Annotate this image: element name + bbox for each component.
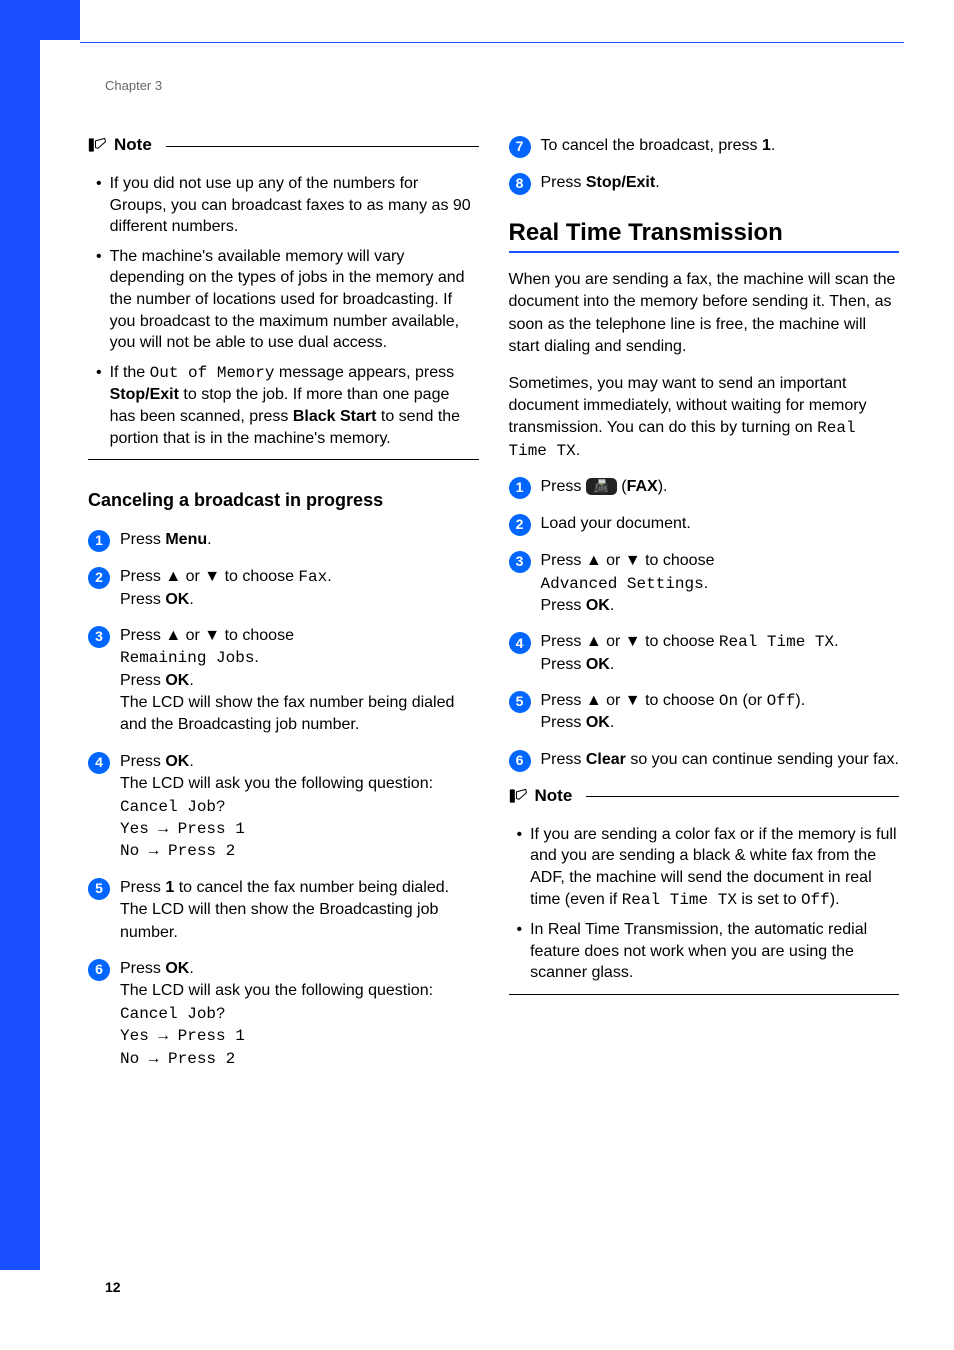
note-title: Note [535,786,573,806]
paragraph: When you are sending a fax, the machine … [509,269,900,359]
section-heading: Real Time Transmission [509,219,900,247]
step-body: Press ▲ or ▼ to choose On (or Off). Pres… [541,690,900,735]
right-column: 7 To cancel the broadcast, press 1. 8 Pr… [509,135,900,1084]
note-item: If you did not use up any of the numbers… [92,173,479,238]
left-column: Note If you did not use up any of the nu… [88,135,479,1084]
step: 6 Press OK. The LCD will ask you the fol… [88,958,479,1070]
note-title: Note [114,135,152,155]
paragraph: Sometimes, you may want to send an impor… [509,373,900,463]
note-text: If you are sending a color fax or if the… [530,824,899,911]
step-body: Press 📠 (FAX). [541,476,900,499]
step: 8 Press Stop/Exit. [509,172,900,195]
fax-icon: 📠 [586,478,617,495]
step-body: Press OK. The LCD will ask you the follo… [120,958,479,1070]
step: 2 Load your document. [509,513,900,536]
step-body: Press OK. The LCD will ask you the follo… [120,751,479,863]
chapter-label: Chapter 3 [105,78,162,93]
note-header: Note [88,135,479,155]
side-accent-bar [0,0,40,1270]
note-text: If you did not use up any of the numbers… [110,173,479,238]
header-rule [80,42,904,43]
step-body: Press Clear so you can continue sending … [541,749,900,772]
note-item: The machine's available memory will vary… [92,246,479,354]
step: 2 Press ▲ or ▼ to choose Fax. Press OK. [88,566,479,611]
step-number: 8 [509,173,531,195]
note-list: If you are sending a color fax or if the… [509,824,900,984]
step: 6 Press Clear so you can continue sendin… [509,749,900,772]
step: 3 Press ▲ or ▼ to choose Advanced Settin… [509,550,900,617]
note-item: If you are sending a color fax or if the… [513,824,900,911]
note-icon [509,787,529,805]
note-header: Note [509,786,900,806]
step-body: Load your document. [541,513,900,536]
note-item: In Real Time Transmission, the automatic… [513,919,900,984]
note-rule [166,146,479,147]
note-item: If the Out of Memory message appears, pr… [92,362,479,449]
step-body: Press Stop/Exit. [541,172,900,195]
step-body: Press ▲ or ▼ to choose Fax. Press OK. [120,566,479,611]
step-number: 5 [88,878,110,900]
step: 5 Press 1 to cancel the fax number being… [88,877,479,944]
step-body: To cancel the broadcast, press 1. [541,135,900,158]
step-number: 2 [88,567,110,589]
note-rule [586,796,899,797]
subheading: Canceling a broadcast in progress [88,490,479,511]
note-text: The machine's available memory will vary… [110,246,479,354]
step-body: Press 1 to cancel the fax number being d… [120,877,479,944]
step-number: 4 [509,632,531,654]
note-list: If you did not use up any of the numbers… [88,173,479,449]
note-body: If you did not use up any of the numbers… [88,159,479,460]
page-number: 12 [105,1279,121,1295]
page-content: Note If you did not use up any of the nu… [88,135,899,1084]
step: 1 Press Menu. [88,529,479,552]
step-body: Press ▲ or ▼ to choose Remaining Jobs. P… [120,625,479,737]
step-number: 1 [88,530,110,552]
note-body: If you are sending a color fax or if the… [509,810,900,995]
step-number: 6 [88,959,110,981]
step: 4 Press OK. The LCD will ask you the fol… [88,751,479,863]
note-text: If the Out of Memory message appears, pr… [110,362,479,449]
step: 3 Press ▲ or ▼ to choose Remaining Jobs.… [88,625,479,737]
step-number: 4 [88,752,110,774]
step-number: 3 [88,626,110,648]
heading-rule [509,251,900,253]
step-number: 5 [509,691,531,713]
step-body: Press ▲ or ▼ to choose Advanced Settings… [541,550,900,617]
step: 5 Press ▲ or ▼ to choose On (or Off). Pr… [509,690,900,735]
step-body: Press Menu. [120,529,479,552]
note-icon [88,136,108,154]
step-number: 2 [509,514,531,536]
step: 4 Press ▲ or ▼ to choose Real Time TX. P… [509,631,900,676]
step-number: 7 [509,136,531,158]
step: 7 To cancel the broadcast, press 1. [509,135,900,158]
step-number: 3 [509,551,531,573]
step-body: Press ▲ or ▼ to choose Real Time TX. Pre… [541,631,900,676]
step: 1 Press 📠 (FAX). [509,476,900,499]
step-number: 1 [509,477,531,499]
step-number: 6 [509,750,531,772]
note-text: In Real Time Transmission, the automatic… [530,919,899,984]
top-accent-bar [0,0,80,40]
